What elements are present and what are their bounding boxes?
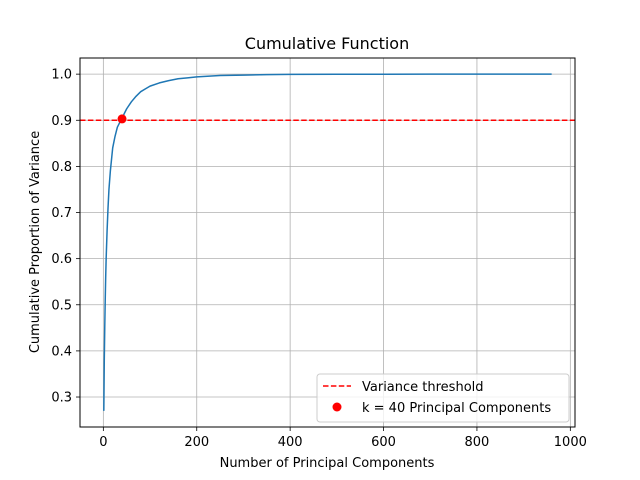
selected-k-marker — [117, 114, 127, 124]
x-tick-label: 200 — [184, 435, 209, 450]
x-tick-label: 800 — [465, 435, 490, 450]
x-tick-label: 1000 — [554, 435, 587, 450]
x-tick-label: 600 — [371, 435, 396, 450]
y-tick-label: 0.5 — [51, 298, 72, 313]
series-layer — [103, 73, 552, 411]
y-tick-label: 0.9 — [51, 114, 72, 129]
legend-marker-swatch — [332, 402, 342, 412]
y-tick-label: 0.6 — [51, 252, 72, 267]
y-tick-label: 0.7 — [51, 206, 72, 221]
x-axis-ticks: 0 200 400 600 800 1000 — [99, 427, 587, 450]
plot-frame — [79, 57, 576, 428]
cumulative-variance-line — [103, 73, 552, 411]
y-axis-label: Cumulative Proportion of Variance — [28, 131, 43, 353]
y-tick-label: 1.0 — [51, 68, 72, 83]
chart-title: Cumulative Function — [245, 34, 409, 53]
x-tick-label: 0 — [99, 435, 107, 450]
y-tick-label: 0.8 — [51, 160, 72, 175]
y-tick-label: 0.4 — [51, 344, 72, 359]
y-tick-label: 0.3 — [51, 391, 72, 406]
x-axis-label: Number of Principal Components — [220, 456, 435, 471]
marker-layer — [117, 114, 127, 124]
x-tick-label: 400 — [278, 435, 303, 450]
legend-threshold-label: Variance threshold — [362, 380, 484, 395]
legend: Variance threshold k = 40 Principal Comp… — [316, 373, 570, 423]
legend-box — [316, 373, 570, 423]
legend-marker-label: k = 40 Principal Components — [362, 401, 551, 416]
y-axis-ticks: 0.3 0.4 0.5 0.6 0.7 0.8 0.9 1.0 — [51, 68, 80, 406]
